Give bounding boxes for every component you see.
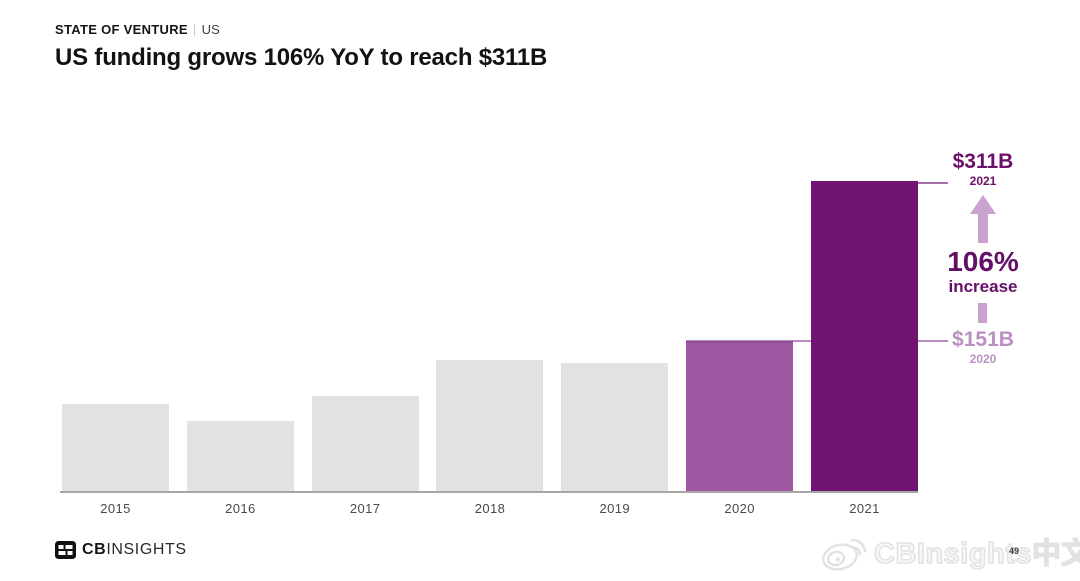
weibo-watermark: CBInsights中文 bbox=[818, 528, 1080, 574]
x-axis-label: 2021 bbox=[849, 501, 880, 516]
x-axis-label: 2016 bbox=[225, 501, 256, 516]
cbinsights-logo: CBINSIGHTS bbox=[55, 541, 187, 559]
x-axis-label: 2018 bbox=[474, 501, 506, 516]
bar-2016 bbox=[186, 421, 294, 492]
connector-line-2021 bbox=[914, 182, 948, 184]
year-label-2021: 2021 bbox=[969, 174, 997, 188]
report-scope: US bbox=[201, 22, 221, 37]
value-label-2020: $151B bbox=[952, 328, 1014, 351]
logo-text-cb: CB bbox=[82, 541, 107, 558]
logo-text-insights: INSIGHTS bbox=[106, 541, 187, 558]
watermark-text: CBInsights中文 bbox=[873, 537, 1080, 571]
x-axis-label: 2015 bbox=[100, 501, 131, 516]
x-axis-label: 2020 bbox=[724, 501, 755, 516]
x-axis-line bbox=[60, 491, 918, 493]
percent-change-value: 106% bbox=[947, 246, 1019, 277]
bar-2021 bbox=[810, 181, 918, 492]
bar-2015 bbox=[62, 404, 169, 492]
x-axis-label: 2017 bbox=[349, 501, 381, 516]
percent-change-label: increase bbox=[948, 277, 1018, 296]
increase-arrow-icon bbox=[970, 195, 996, 243]
report-name: STATE OF VENTURE bbox=[55, 22, 188, 37]
bar-chart bbox=[62, 89, 918, 492]
report-eyebrow: STATE OF VENTURE | US bbox=[55, 22, 220, 37]
range-dash-icon bbox=[978, 303, 987, 323]
page-number: 49 bbox=[1009, 546, 1020, 556]
value-label-2021: $311B bbox=[952, 150, 1014, 173]
bar-2017 bbox=[311, 396, 419, 492]
bar-2020 bbox=[686, 341, 794, 492]
page-title: US funding grows 106% YoY to reach $311B bbox=[55, 44, 548, 71]
weibo-icon bbox=[822, 538, 867, 571]
cbinsights-logo-icon bbox=[55, 541, 76, 559]
eyebrow-divider: | bbox=[192, 22, 197, 37]
x-axis-labels: 2015 2016 2017 2018 2019 2020 2021 bbox=[62, 501, 918, 516]
year-label-2020: 2020 bbox=[969, 352, 997, 366]
cbinsights-logo-text: CBINSIGHTS bbox=[82, 541, 187, 559]
bar-2019 bbox=[561, 363, 669, 492]
bar-2018 bbox=[436, 360, 544, 492]
x-axis-label: 2019 bbox=[599, 501, 631, 516]
